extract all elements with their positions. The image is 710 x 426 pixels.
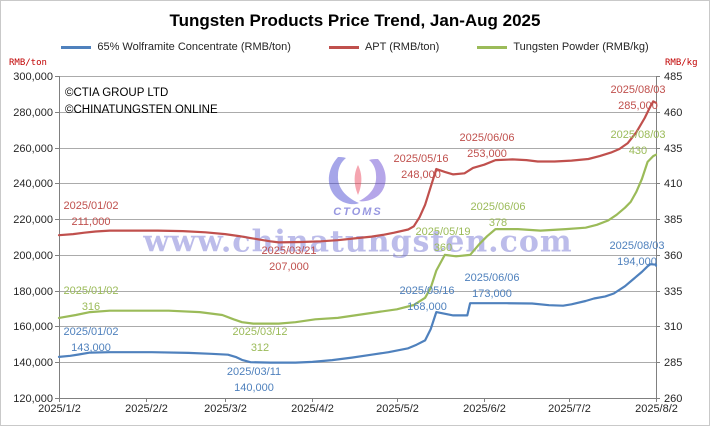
legend-swatch-icon — [477, 45, 508, 49]
data-annotation: 2025/03/12 312 — [232, 325, 287, 356]
chart-title: Tungsten Products Price Trend, Jan-Aug 2… — [169, 11, 541, 30]
x-axis-tick-label: 2025/2/2 — [125, 403, 168, 415]
annotation-value: 285,000 — [618, 99, 658, 112]
right-axis-tick-label: 485 — [664, 70, 683, 83]
x-axis-tick-label: 2025/8/2 — [635, 403, 678, 415]
annotation-value: 316 — [81, 300, 101, 313]
annotation-value: 207,000 — [269, 260, 309, 273]
annotation-value: 378 — [488, 216, 508, 229]
right-axis-tick-label: 385 — [664, 213, 683, 226]
annotation-value: 248,000 — [401, 168, 441, 181]
annotation-date: 2025/03/11 — [226, 366, 282, 378]
legend-item-label: 65% Wolframite Concentrate (RMB/ton) — [97, 41, 291, 53]
left-axis-tick-label: 160,000 — [13, 320, 53, 333]
annotation-value: 430 — [628, 144, 648, 157]
annotation-date: 2025/06/06 — [470, 201, 526, 213]
annotation-date: 2025/05/16 — [399, 285, 455, 297]
legend-item-0: 65% Wolframite Concentrate (RMB/ton) — [61, 41, 291, 53]
annotation-date: 2025/08/03 — [609, 240, 665, 252]
right-axis-tick-label: 360 — [664, 249, 683, 262]
annotation-date: 2025/06/06 — [464, 272, 520, 284]
left-axis-tick-label: 140,000 — [13, 356, 53, 369]
right-axis-tick-label: 435 — [664, 142, 683, 155]
right-axis-tick-label: 460 — [664, 106, 683, 119]
left-axis-tick-label: 300,000 — [13, 70, 53, 83]
right-axis-tick-label: 260 — [664, 392, 683, 405]
data-annotation: 2025/01/02 211,000 — [63, 199, 118, 230]
watermark-site-text: www.chinatungsten.com — [143, 224, 573, 260]
right-axis-tick-label: 335 — [664, 285, 683, 298]
x-axis-tick-label: 2025/6/2 — [463, 403, 506, 415]
annotation-value: 168,000 — [407, 300, 447, 313]
data-annotation: 2025/05/16 248,000 — [393, 152, 448, 183]
annotation-value: 211,000 — [71, 215, 111, 228]
copyright-line2: ©CHINATUNGSTEN ONLINE — [65, 104, 218, 116]
legend-item-2: Tungsten Powder (RMB/kg) — [477, 41, 649, 53]
annotation-value: 312 — [250, 341, 270, 354]
annotation-date: 2025/01/02 — [63, 326, 119, 338]
left-axis-tick-label: 120,000 — [13, 392, 53, 405]
x-axis-tick-label: 2025/4/2 — [291, 403, 334, 415]
annotation-date: 2025/01/02 — [63, 285, 119, 297]
x-axis-tick-label: 2025/1/2 — [38, 403, 81, 415]
right-axis-tick-label: 285 — [664, 356, 683, 369]
x-axis-tick-label: 2025/7/2 — [548, 403, 591, 415]
data-annotation: 2025/06/06 253,000 — [459, 131, 514, 162]
annotation-date: 2025/01/02 — [63, 200, 119, 212]
data-annotation: 2025/01/02 316 — [63, 284, 118, 315]
annotation-date: 2025/05/16 — [393, 153, 449, 165]
legend-swatch-icon — [328, 45, 359, 49]
watermark-logo-text: CTOMS — [333, 206, 383, 218]
x-axis-tick-label: 2025/3/2 — [204, 403, 247, 415]
left-axis-tick-label: 260,000 — [13, 142, 53, 155]
right-axis-unit-label: RMB/kg — [665, 58, 698, 68]
annotation-value: 360 — [433, 241, 453, 254]
data-annotation: 2025/01/02 143,000 — [63, 325, 118, 356]
annotation-date: 2025/08/03 — [610, 129, 666, 141]
annotation-value: 253,000 — [467, 147, 507, 160]
data-annotation: 2025/05/16 168,000 — [399, 284, 454, 315]
x-axis-tick-label: 2025/5/2 — [376, 403, 419, 415]
data-annotation: 2025/08/03 285,000 — [610, 83, 665, 114]
copyright-block: ©CTIA GROUP LTD ©CHINATUNGSTEN ONLINE — [65, 85, 218, 119]
legend-swatch-icon — [61, 45, 92, 49]
right-axis-tick-label: 410 — [664, 177, 683, 190]
annotation-date: 2025/03/21 — [261, 245, 317, 257]
legend-item-label: Tungsten Powder (RMB/kg) — [513, 41, 649, 53]
legend-item-1: APT (RMB/ton) — [328, 41, 440, 53]
copyright-line1: ©CTIA GROUP LTD — [65, 87, 169, 99]
right-axis-tick-label: 310 — [664, 320, 683, 333]
left-axis-tick-label: 240,000 — [13, 177, 53, 190]
annotation-date: 2025/05/19 — [415, 226, 471, 238]
series-line-0 — [57, 263, 658, 364]
annotation-date: 2025/06/06 — [459, 132, 515, 144]
left-axis-tick-label: 220,000 — [13, 213, 53, 226]
data-annotation: 2025/08/03 430 — [610, 128, 665, 159]
left-axis-tick-label: 180,000 — [13, 285, 53, 298]
left-axis-unit-label: RMB/ton — [9, 58, 47, 68]
annotation-value: 194,000 — [617, 255, 657, 268]
series-line-2 — [57, 153, 658, 325]
annotation-value: 140,000 — [234, 381, 274, 394]
watermark-logo-icon: CTOMS — [328, 157, 386, 218]
annotation-date: 2025/03/12 — [232, 326, 288, 338]
annotation-date: 2025/08/03 — [610, 84, 666, 96]
data-annotation: 2025/06/06 173,000 — [464, 271, 519, 302]
data-annotation: 2025/08/03 194,000 — [609, 239, 664, 270]
data-annotation: 2025/06/06 378 — [470, 200, 525, 231]
series-line-1 — [57, 100, 658, 244]
legend-item-label: APT (RMB/ton) — [364, 41, 440, 53]
left-axis-tick-label: 200,000 — [13, 249, 53, 262]
left-axis-tick-label: 280,000 — [13, 106, 53, 119]
data-annotation: 2025/05/19 360 — [415, 225, 470, 256]
data-annotation: 2025/03/11 140,000 — [227, 365, 281, 396]
legend: 65% Wolframite Concentrate (RMB/ton) APT … — [1, 41, 709, 53]
annotation-value: 143,000 — [71, 341, 111, 354]
annotation-value: 173,000 — [472, 287, 512, 300]
data-annotation: 2025/03/21 207,000 — [261, 244, 316, 275]
